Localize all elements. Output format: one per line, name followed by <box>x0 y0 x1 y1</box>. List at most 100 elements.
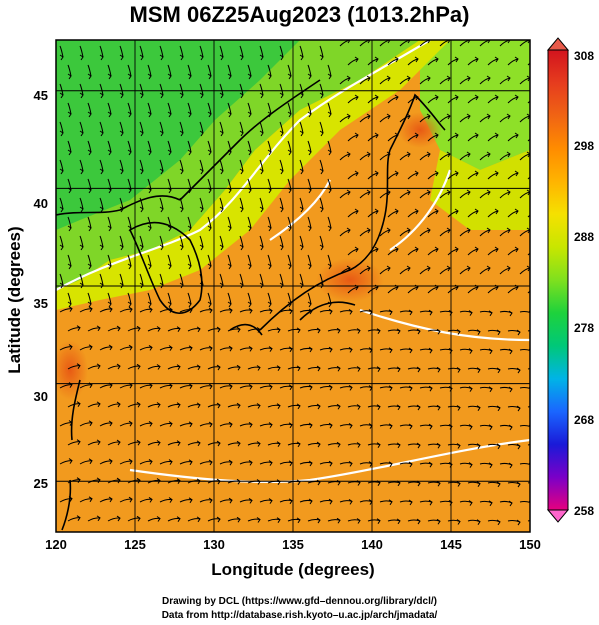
streamline-arrowhead <box>156 364 161 370</box>
streamline <box>67 216 72 229</box>
streamline-arrowhead <box>88 420 93 427</box>
streamline <box>519 311 530 313</box>
streamline <box>87 292 92 305</box>
streamline-arrowhead <box>219 282 224 289</box>
colorbar-tick-label: 288 <box>574 230 595 244</box>
streamline-arrowhead <box>207 187 212 194</box>
streamline <box>527 290 530 294</box>
x-tick-label: 125 <box>124 537 146 552</box>
streamline-arrowhead <box>487 40 491 44</box>
streamline <box>447 210 459 218</box>
streamline-arrowhead <box>268 384 273 390</box>
streamline-arrowhead <box>307 149 312 156</box>
streamline <box>59 346 73 351</box>
streamline <box>339 115 351 123</box>
streamline-arrowhead <box>327 111 332 118</box>
streamline-arrowhead <box>396 480 401 487</box>
streamline-arrowhead <box>287 263 292 270</box>
streamline-arrowhead <box>59 282 64 289</box>
streamline-arrowhead <box>408 309 413 316</box>
streamline-arrowhead <box>87 73 92 80</box>
streamline-arrowhead <box>514 132 519 139</box>
streamline-arrowhead <box>136 515 141 522</box>
streamline <box>239 235 244 248</box>
streamline-arrowhead <box>156 440 161 446</box>
streamline-arrowhead <box>108 306 113 313</box>
streamline <box>239 159 244 172</box>
streamline-arrowhead <box>368 385 373 391</box>
streamline <box>319 197 324 210</box>
streamline-arrowhead <box>366 189 371 196</box>
x-axis-label: Longitude (degrees) <box>211 560 375 579</box>
streamline-arrowhead <box>394 208 399 215</box>
streamline-arrowhead <box>247 187 252 194</box>
streamline-arrowhead <box>328 384 333 391</box>
streamline-arrowhead <box>336 479 341 486</box>
streamline-arrowhead <box>259 168 264 175</box>
contour-lines <box>56 40 530 484</box>
streamline <box>387 210 399 218</box>
streamline <box>199 273 204 286</box>
streamline-arrowhead <box>526 227 530 234</box>
streamline-arrowhead <box>468 424 473 430</box>
streamline-arrowhead <box>219 244 224 251</box>
streamline <box>159 83 164 96</box>
streamline <box>287 178 292 191</box>
streamline <box>407 134 419 142</box>
streamline-arrowhead <box>336 365 341 372</box>
streamline-arrowhead <box>406 189 411 196</box>
streamline <box>367 172 379 180</box>
streamline-arrowhead <box>486 265 491 272</box>
streamline-arrowhead <box>374 170 379 177</box>
streamline-arrowhead <box>416 366 421 373</box>
streamline-arrowhead <box>99 244 104 251</box>
streamline <box>259 273 264 286</box>
streamline-arrowhead <box>67 111 72 118</box>
streamline <box>427 134 439 142</box>
streamline-arrowhead <box>396 404 401 411</box>
streamline-arrowhead <box>287 225 292 232</box>
streamline <box>139 159 144 172</box>
streamline <box>387 248 399 256</box>
streamline-arrowhead <box>448 499 453 506</box>
streamline <box>99 422 113 427</box>
streamline <box>327 64 332 77</box>
streamline-arrowhead <box>296 441 301 448</box>
streamline-arrowhead <box>107 187 112 194</box>
streamline-arrowhead <box>354 170 359 177</box>
streamline <box>399 267 411 275</box>
streamline-arrowhead <box>328 460 333 467</box>
streamline-arrowhead <box>508 462 513 469</box>
streamline-arrowhead <box>159 206 164 213</box>
y-tick-label: 30 <box>33 389 48 404</box>
streamline-arrowhead <box>354 56 359 63</box>
streamline-arrowhead <box>219 168 224 175</box>
streamline-arrowhead <box>414 208 419 215</box>
streamline-arrowhead <box>516 481 521 488</box>
streamline-arrowhead <box>535 171 538 176</box>
streamline-arrowhead <box>259 54 264 61</box>
streamline <box>207 140 212 153</box>
streamline <box>327 254 332 267</box>
streamline <box>99 346 113 351</box>
streamline-arrowhead <box>488 310 493 317</box>
streamline-arrowhead <box>168 459 173 465</box>
streamline-arrowhead <box>139 206 144 213</box>
streamline-arrowhead <box>476 481 481 487</box>
streamline <box>227 216 232 229</box>
streamline-arrowhead <box>537 520 540 525</box>
streamline <box>499 77 511 85</box>
streamline-arrowhead <box>446 227 451 234</box>
streamline <box>167 64 172 77</box>
streamline-arrowhead <box>239 244 244 251</box>
colorbar-tick-label: 308 <box>574 49 595 63</box>
streamline-arrowhead <box>535 209 538 214</box>
streamline-arrowhead <box>356 404 361 410</box>
streamline <box>439 267 451 275</box>
streamline-arrowhead <box>259 244 264 251</box>
streamline <box>207 178 212 191</box>
streamline <box>487 286 499 294</box>
streamline <box>387 96 399 104</box>
streamline <box>99 460 113 465</box>
streamline-arrowhead <box>428 309 433 316</box>
